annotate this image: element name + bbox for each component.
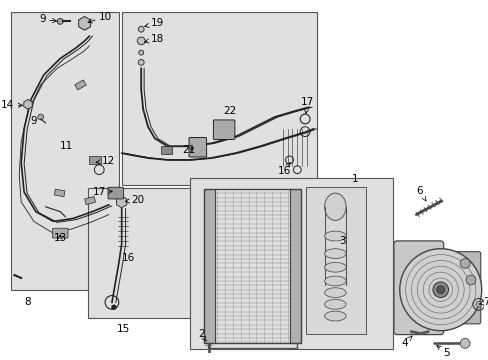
- Text: 17: 17: [301, 97, 314, 113]
- Circle shape: [139, 50, 143, 55]
- Bar: [289, 189, 301, 343]
- Text: 22: 22: [223, 106, 236, 116]
- Bar: [190, 177, 392, 349]
- Ellipse shape: [324, 288, 346, 297]
- Bar: [122, 12, 316, 185]
- Circle shape: [475, 301, 481, 307]
- Ellipse shape: [324, 300, 346, 309]
- Text: 14: 14: [1, 100, 22, 110]
- FancyBboxPatch shape: [189, 138, 206, 157]
- Bar: [89, 156, 101, 164]
- Circle shape: [436, 286, 444, 294]
- Ellipse shape: [324, 276, 346, 286]
- Ellipse shape: [324, 231, 346, 241]
- FancyBboxPatch shape: [108, 187, 123, 199]
- Text: 18: 18: [144, 34, 164, 44]
- Text: 16: 16: [122, 253, 135, 264]
- Circle shape: [465, 275, 475, 285]
- Text: 7: 7: [479, 297, 488, 307]
- Ellipse shape: [324, 262, 346, 272]
- Text: 16: 16: [277, 162, 290, 176]
- FancyBboxPatch shape: [52, 228, 68, 238]
- Bar: [54, 189, 65, 197]
- Text: 6: 6: [415, 186, 425, 201]
- Text: 13: 13: [53, 233, 66, 243]
- Circle shape: [38, 114, 43, 120]
- Text: 9: 9: [30, 116, 37, 126]
- Text: 9: 9: [39, 14, 57, 24]
- Text: 12: 12: [96, 156, 115, 166]
- FancyBboxPatch shape: [393, 241, 443, 334]
- Circle shape: [111, 305, 116, 310]
- Bar: [11, 12, 119, 290]
- Bar: [87, 188, 193, 318]
- Text: 11: 11: [60, 141, 73, 151]
- Circle shape: [57, 18, 63, 24]
- Text: 3: 3: [338, 236, 345, 246]
- FancyBboxPatch shape: [213, 120, 234, 139]
- Text: 4: 4: [401, 336, 411, 348]
- Ellipse shape: [324, 249, 346, 258]
- Text: 17: 17: [92, 187, 112, 197]
- Bar: [84, 197, 95, 204]
- Ellipse shape: [324, 193, 346, 220]
- Bar: [161, 146, 172, 154]
- Circle shape: [459, 258, 469, 268]
- Text: 20: 20: [125, 195, 144, 205]
- Text: 1: 1: [351, 175, 358, 184]
- Circle shape: [137, 37, 145, 45]
- Text: 2: 2: [197, 329, 206, 341]
- Circle shape: [138, 26, 144, 32]
- Circle shape: [459, 338, 469, 348]
- Text: 8: 8: [24, 297, 31, 307]
- Text: 10: 10: [88, 12, 112, 23]
- Ellipse shape: [324, 311, 346, 321]
- Circle shape: [399, 249, 481, 331]
- Bar: [203, 189, 215, 343]
- Bar: [203, 189, 301, 343]
- Text: 5: 5: [436, 346, 449, 358]
- Text: 19: 19: [144, 18, 164, 28]
- Bar: [305, 187, 365, 334]
- Text: 21: 21: [182, 145, 195, 155]
- Circle shape: [432, 282, 447, 297]
- FancyBboxPatch shape: [454, 252, 480, 324]
- Text: 15: 15: [117, 324, 130, 334]
- Circle shape: [138, 59, 144, 65]
- Bar: [75, 80, 86, 90]
